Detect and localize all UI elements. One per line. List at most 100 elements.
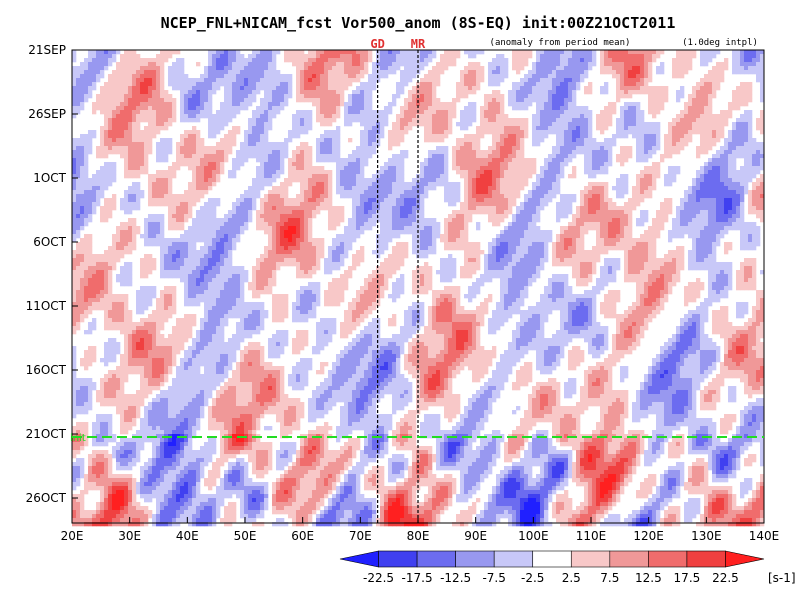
field-cell bbox=[632, 90, 637, 95]
field-cell bbox=[740, 122, 745, 127]
field-cell bbox=[160, 178, 165, 183]
field-cell bbox=[740, 146, 745, 151]
field-cell bbox=[388, 66, 393, 71]
field-cell bbox=[208, 178, 213, 183]
field-cell bbox=[544, 170, 549, 175]
field-cell bbox=[268, 150, 273, 155]
field-cell bbox=[264, 150, 269, 155]
field-cell bbox=[400, 206, 405, 211]
field-cell bbox=[144, 162, 149, 167]
field-cell bbox=[312, 206, 317, 211]
field-cell bbox=[460, 202, 465, 207]
field-cell bbox=[364, 54, 369, 59]
field-cell bbox=[488, 174, 493, 179]
field-cell bbox=[184, 82, 189, 87]
field-cell bbox=[84, 94, 89, 99]
field-cell bbox=[228, 66, 233, 71]
field-cell bbox=[132, 162, 137, 167]
field-cell bbox=[328, 154, 333, 159]
field-cell bbox=[332, 78, 337, 83]
field-cell bbox=[536, 190, 541, 195]
field-cell bbox=[532, 74, 537, 79]
field-cell bbox=[528, 166, 533, 171]
field-cell bbox=[620, 154, 625, 159]
field-cell bbox=[700, 130, 705, 135]
field-cell bbox=[240, 58, 245, 63]
field-cell bbox=[624, 110, 629, 115]
field-cell bbox=[584, 58, 589, 63]
field-cell bbox=[88, 70, 93, 75]
field-cell bbox=[724, 142, 729, 147]
field-cell bbox=[560, 142, 565, 147]
field-cell bbox=[392, 154, 397, 159]
field-cell bbox=[432, 134, 437, 139]
field-cell bbox=[644, 90, 649, 95]
field-cell bbox=[104, 126, 109, 131]
field-cell bbox=[376, 206, 381, 211]
field-cell bbox=[420, 122, 425, 127]
field-cell bbox=[320, 62, 325, 67]
field-cell bbox=[108, 98, 113, 103]
field-cell bbox=[196, 118, 201, 123]
field-cell bbox=[80, 178, 85, 183]
field-cell bbox=[248, 130, 253, 135]
field-cell bbox=[340, 70, 345, 75]
field-cell bbox=[368, 138, 373, 143]
field-cell bbox=[216, 130, 221, 135]
field-cell bbox=[80, 202, 85, 207]
field-cell bbox=[132, 146, 137, 151]
field-cell bbox=[116, 110, 121, 115]
field-cell bbox=[348, 178, 353, 183]
field-cell bbox=[260, 158, 265, 163]
field-cell bbox=[684, 194, 689, 199]
field-cell bbox=[252, 70, 257, 75]
field-cell bbox=[256, 186, 261, 191]
field-cell bbox=[168, 118, 173, 123]
field-cell bbox=[384, 194, 389, 199]
field-cell bbox=[712, 86, 717, 91]
field-cell bbox=[632, 50, 637, 55]
field-cell bbox=[416, 82, 421, 87]
field-cell bbox=[228, 62, 233, 67]
field-cell bbox=[244, 138, 249, 143]
field-cell bbox=[496, 78, 501, 83]
field-cell bbox=[264, 174, 269, 179]
field-cell bbox=[412, 66, 417, 71]
field-cell bbox=[384, 58, 389, 63]
field-cell bbox=[392, 70, 397, 75]
field-cell bbox=[648, 102, 653, 107]
field-cell bbox=[368, 118, 373, 123]
field-cell bbox=[116, 146, 121, 151]
field-cell bbox=[496, 190, 501, 195]
field-cell bbox=[560, 170, 565, 175]
field-cell bbox=[276, 198, 281, 203]
field-cell bbox=[380, 134, 385, 139]
field-cell bbox=[196, 182, 201, 187]
field-cell bbox=[116, 106, 121, 111]
field-cell bbox=[324, 90, 329, 95]
field-cell bbox=[252, 130, 257, 135]
field-cell bbox=[588, 194, 593, 199]
field-cell bbox=[472, 166, 477, 171]
field-cell bbox=[404, 70, 409, 75]
field-cell bbox=[580, 138, 585, 143]
field-cell bbox=[552, 102, 557, 107]
field-cell bbox=[424, 74, 429, 79]
field-cell bbox=[656, 146, 661, 151]
field-cell bbox=[420, 94, 425, 99]
field-cell bbox=[496, 102, 501, 107]
field-cell bbox=[192, 158, 197, 163]
field-cell bbox=[380, 110, 385, 115]
field-cell bbox=[600, 142, 605, 147]
field-cell bbox=[144, 66, 149, 71]
field-cell bbox=[480, 162, 485, 167]
field-cell bbox=[360, 190, 365, 195]
field-cell bbox=[448, 122, 453, 127]
field-cell bbox=[460, 110, 465, 115]
field-cell bbox=[76, 174, 81, 179]
field-cell bbox=[528, 70, 533, 75]
field-cell bbox=[428, 70, 433, 75]
field-cell bbox=[668, 150, 673, 155]
field-cell bbox=[260, 178, 265, 183]
field-cell bbox=[468, 82, 473, 87]
